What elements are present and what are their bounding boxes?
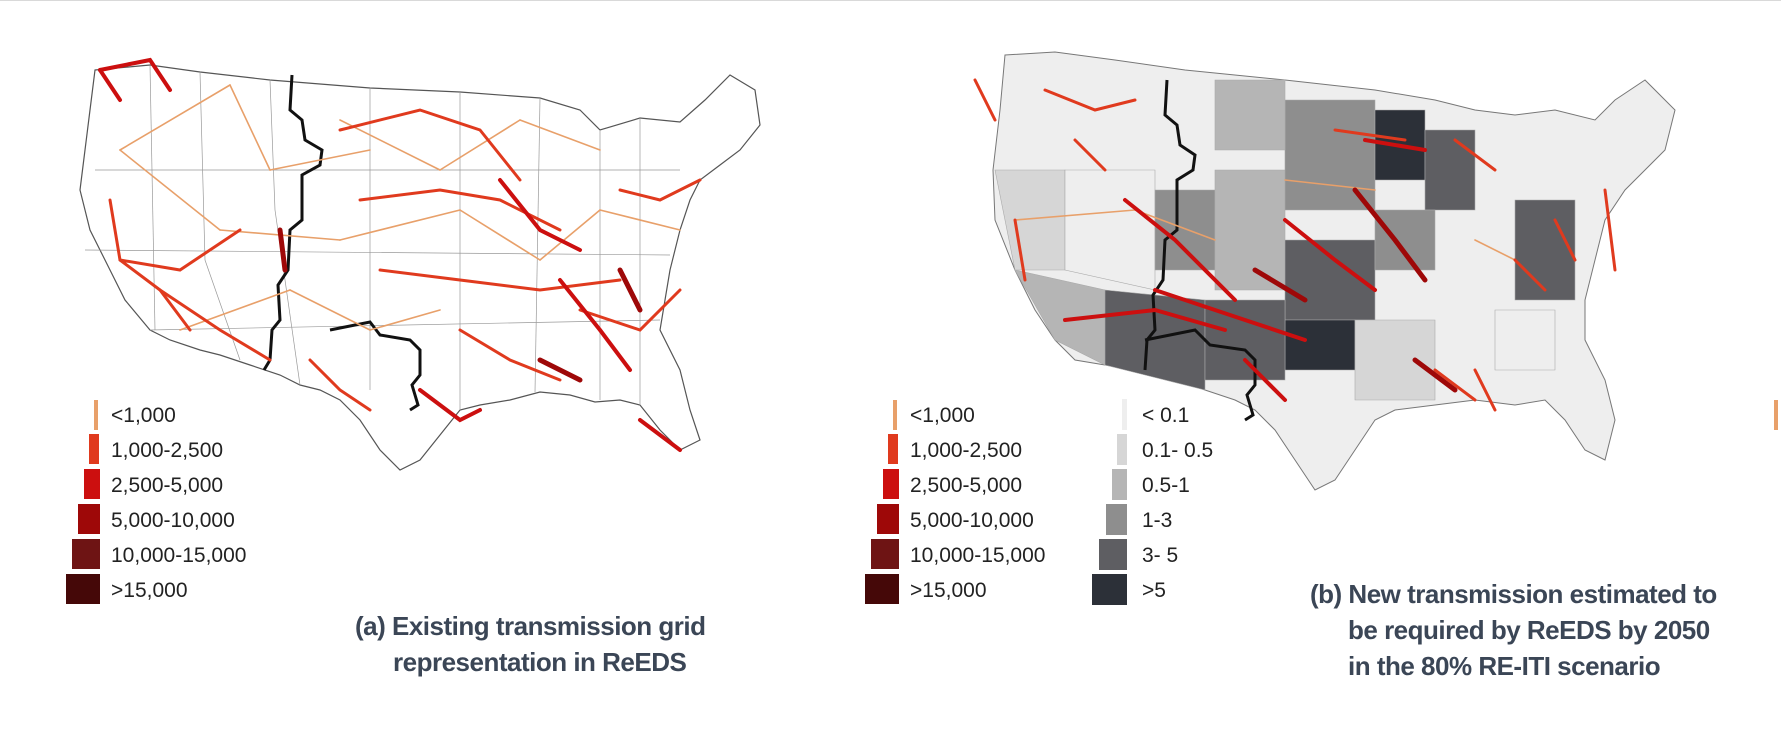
- legend-label: < 0.1: [1142, 404, 1190, 427]
- legend-label: <1,000: [111, 404, 176, 427]
- legend-swatch: [1774, 400, 1778, 430]
- legend-swatch: [1099, 539, 1127, 570]
- legend-transmission-capacity: [750, 396, 1778, 616]
- caption-panel-a: (a) Existing transmission grid represent…: [355, 608, 706, 680]
- legend-swatch: [1122, 399, 1127, 430]
- caption-line: in the 80% RE-ITI scenario: [1348, 651, 1661, 681]
- legend-swatch: [888, 434, 898, 464]
- legend-swatch: [66, 574, 100, 604]
- panel-existing-grid: <1,000 1,000-2,500 2,500-5,000 5,000-10,…: [0, 0, 880, 735]
- legend-swatch: [89, 434, 99, 464]
- legend-label: 5,000-10,000: [910, 509, 1034, 532]
- legend-transmission-capacity: <1,000 1,000-2,500 2,500-5,000 5,000-10,…: [60, 396, 300, 616]
- legend-swatch: [865, 574, 899, 604]
- legend-label: 1,000-2,500: [910, 439, 1023, 462]
- legend-region-shading: < 0.1 0.1- 0.5 0.5-1 1-3 3- 5 >5: [1090, 396, 1270, 616]
- legend-swatch: [893, 400, 897, 430]
- caption-panel-b: (b) New transmission estimated to be req…: [1310, 576, 1717, 684]
- legend-swatch: [84, 469, 100, 499]
- legend-label: 1-3: [1142, 509, 1173, 532]
- transmission-lines: [98, 57, 702, 452]
- caption-line: (b) New transmission estimated to: [1310, 579, 1717, 609]
- caption-line: (a) Existing transmission grid: [355, 611, 706, 641]
- legend-label: >15,000: [111, 579, 188, 602]
- legend-swatch: [883, 469, 899, 499]
- top-rule: [0, 0, 1781, 1]
- legend-label: 2,500-5,000: [111, 474, 224, 497]
- legend-swatch: [94, 400, 98, 430]
- state-borders: [84, 64, 680, 410]
- caption-line: be required by ReEDS by 2050: [1348, 615, 1710, 645]
- ercot-boundary: [329, 320, 422, 412]
- legend-label: >15,000: [910, 579, 987, 602]
- new-transmission-lines: [973, 78, 1617, 412]
- legend-new-line-capacity: <1,000 1,000-2,500 2,500-5,000 5,000-10,…: [855, 396, 1075, 616]
- ercot-boundary: [1144, 328, 1257, 422]
- us-map-new-transmission: [973, 51, 1676, 491]
- legend-label: <1,000: [910, 404, 975, 427]
- legend-label: 2,500-5,000: [910, 474, 1023, 497]
- legend-swatch: [1106, 504, 1127, 535]
- interconnect-boundary: [262, 74, 324, 371]
- legend-swatch: [1112, 469, 1127, 500]
- legend-label: 10,000-15,000: [111, 544, 247, 567]
- legend-swatch: [1117, 434, 1127, 465]
- panel-new-transmission: [880, 0, 1781, 735]
- legend-label: 5,000-10,000: [111, 509, 235, 532]
- legend-swatch: [877, 504, 899, 534]
- legend-label: >5: [1142, 579, 1166, 602]
- interconnect-boundary: [1143, 79, 1197, 371]
- legend-label: 0.1- 0.5: [1142, 439, 1214, 462]
- legend-label: 3- 5: [1142, 544, 1179, 567]
- legend-swatch: [72, 539, 100, 569]
- caption-line: representation in ReEDS: [393, 647, 687, 677]
- us-map-existing-grid: [79, 57, 761, 471]
- legend-label: 1,000-2,500: [111, 439, 224, 462]
- legend-label: 0.5-1: [1142, 474, 1190, 497]
- legend-swatch: [1092, 574, 1127, 605]
- legend-label: 10,000-15,000: [910, 544, 1046, 567]
- legend-swatch: [78, 504, 100, 534]
- legend-swatch: [871, 539, 899, 569]
